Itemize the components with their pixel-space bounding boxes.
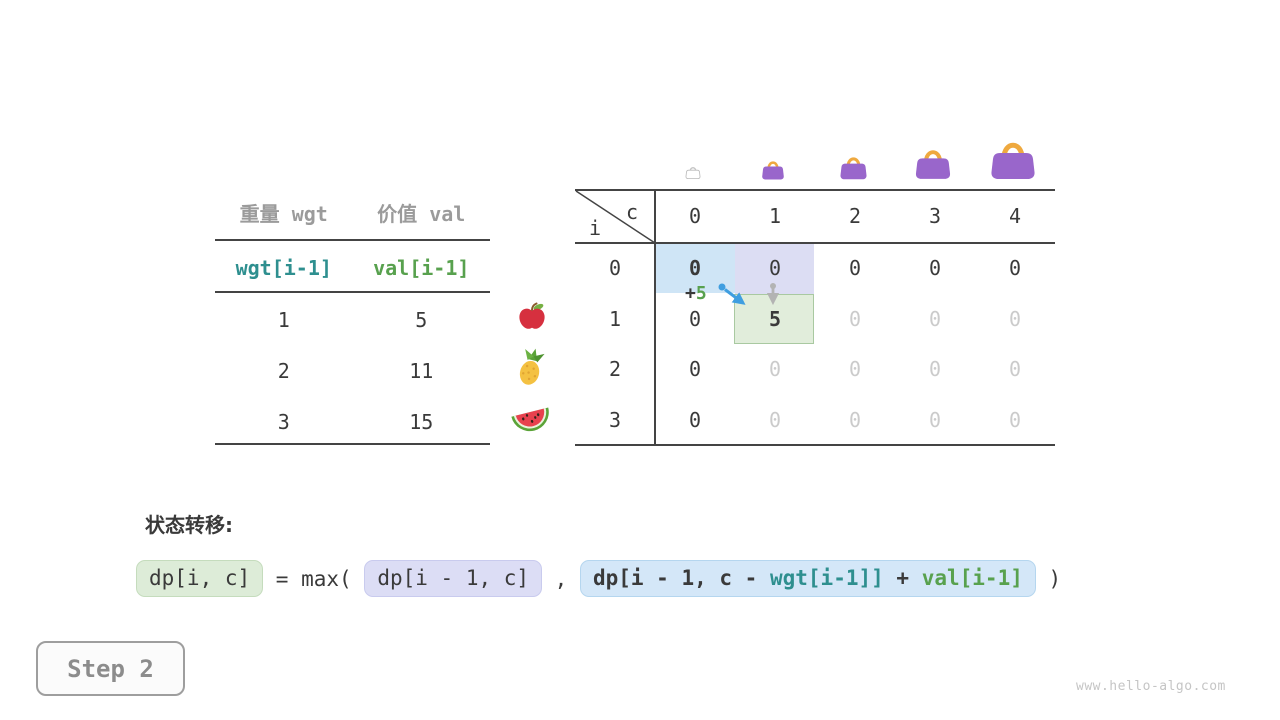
items-header-value: 价值 val [377, 202, 466, 226]
dp-col-header: 3 [928, 204, 942, 228]
item2-val: 11 [409, 359, 434, 383]
items-table-row-3: 3 15 [215, 410, 490, 434]
formula-comma: , [542, 566, 580, 591]
formula-eq-max: = max( [263, 566, 365, 591]
dp-cell-2-4: 0 [1008, 357, 1022, 382]
items-table-rule-bottom [215, 443, 490, 445]
dp-cell-0-4: 0 [1008, 256, 1022, 281]
dp-cell-0-1: 0 [768, 256, 782, 281]
formula-option2-wgt: wgt[i-1]] [769, 566, 884, 590]
dp-corner-row-label: i [589, 216, 602, 240]
dp-column-headers: 0 1 2 3 4 [655, 190, 1055, 242]
transition-section-label: 状态转移: [145, 513, 233, 537]
dp-cell-1-1: 5 [768, 306, 782, 331]
pineapple-icon [519, 348, 545, 385]
apple-icon [519, 302, 545, 329]
dp-cell-0-3: 0 [928, 256, 942, 281]
item1-val: 5 [415, 308, 428, 332]
header-diagonal-line [575, 190, 656, 244]
dp-col-header: 4 [1008, 204, 1022, 228]
dp-corner-col-label: c [626, 200, 639, 224]
added-value: 5 [695, 283, 707, 304]
transition-value-annotation: +5 [685, 283, 707, 304]
step-badge[interactable]: Step 2 [36, 641, 185, 696]
dp-cell-0-0: 0 [688, 256, 702, 281]
dp-cell-1-4: 0 [1008, 306, 1022, 331]
formula-option1-pill: dp[i - 1, c] [364, 560, 543, 598]
watermelon-icon [511, 407, 549, 432]
dp-cell-2-3: 0 [928, 357, 942, 382]
watermark: www.hello-algo.com [1076, 679, 1226, 694]
dp-cell-3-4: 0 [1008, 407, 1022, 432]
wgt-var-label: wgt[i-1] [235, 256, 332, 280]
items-table-rule-mid [215, 291, 490, 293]
dp-rule-top [575, 189, 1055, 191]
dp-cell-1-3: 0 [928, 306, 942, 331]
dp-col-header: 0 [688, 204, 702, 228]
handbag-empty-icon [685, 167, 701, 179]
item3-val: 15 [409, 410, 434, 434]
items-table-row-1: 1 5 [215, 308, 490, 332]
dp-row-header: 2 [608, 357, 622, 382]
handbag-small-icon [762, 161, 784, 180]
items-header-weight: 重量 wgt [239, 202, 328, 226]
formula-option2-pill: dp[i - 1, c - wgt[i-1]] + val[i-1] [579, 560, 1036, 598]
formula-lhs-pill: dp[i, c] [136, 560, 264, 598]
val-var-label: val[i-1] [373, 256, 470, 280]
formula-close-paren: ) [1035, 566, 1062, 591]
dp-cell-2-0: 0 [688, 357, 702, 382]
dp-col-header: 1 [768, 204, 782, 228]
dp-row-header: 3 [608, 407, 622, 432]
handbag-xlarge-icon [991, 142, 1035, 179]
dp-rule-header [575, 242, 1055, 244]
dp-cell-3-0: 0 [688, 407, 702, 432]
formula-option2-val: val[i-1] [921, 566, 1023, 590]
formula-option2-plus: + [883, 566, 922, 590]
transition-formula: dp[i, c] = max( dp[i - 1, c] , dp[i - 1,… [136, 560, 1062, 598]
item1-wgt: 1 [277, 308, 290, 332]
dp-cells: 0 0 0 0 0 0 5 0 0 0 0 0 0 0 0 0 0 0 0 0 [655, 243, 1055, 445]
item3-wgt: 3 [277, 410, 290, 434]
items-table-header: 重量 wgt 价值 val [215, 198, 490, 227]
dp-row-header: 0 [608, 256, 622, 281]
dp-cell-1-2: 0 [848, 306, 862, 331]
dp-cell-3-3: 0 [928, 407, 942, 432]
dp-row-header: 1 [608, 306, 622, 331]
handbag-medium-icon [840, 157, 867, 180]
items-table-rule-top [215, 239, 490, 241]
dp-cell-2-2: 0 [848, 357, 862, 382]
dp-row-headers: 0 1 2 3 [575, 243, 655, 445]
dp-col-header: 2 [848, 204, 862, 228]
dp-rule-vertical [654, 189, 656, 446]
items-table-row-2: 2 11 [215, 359, 490, 383]
dp-cell-3-2: 0 [848, 407, 862, 432]
formula-option2-dp: dp[i - 1, c - [592, 566, 770, 590]
dp-cell-0-2: 0 [848, 256, 862, 281]
dp-cell-2-1: 0 [768, 357, 782, 382]
plus-sign: + [685, 283, 696, 304]
dp-cell-3-1: 0 [768, 407, 782, 432]
item2-wgt: 2 [277, 359, 290, 383]
dp-cell-1-0: 0 [688, 306, 702, 331]
dp-rule-bottom [575, 444, 1055, 446]
items-table-var-row: wgt[i-1] val[i-1] [215, 256, 490, 280]
handbag-large-icon [915, 150, 951, 179]
